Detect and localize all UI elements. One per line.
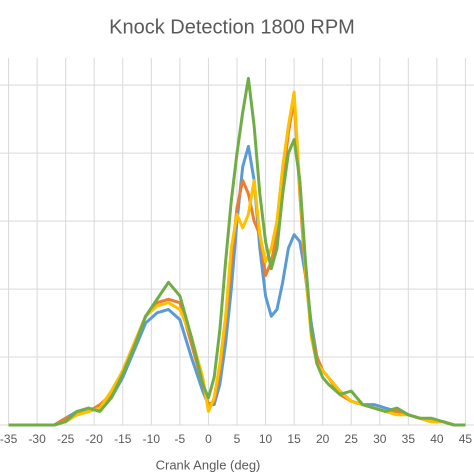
- x-tick-label: 30: [373, 432, 387, 446]
- x-axis-title: Crank Angle (deg): [156, 457, 261, 472]
- x-tick-label: 15: [287, 432, 301, 446]
- x-tick-label: 45: [459, 432, 473, 446]
- x-tick-label: 40: [430, 432, 444, 446]
- x-tick-label: -15: [114, 432, 132, 446]
- x-tick-label: -10: [143, 432, 161, 446]
- x-tick-label: 25: [345, 432, 359, 446]
- x-tick-label: 20: [316, 432, 330, 446]
- x-tick-label: -20: [86, 432, 104, 446]
- data-line: [8, 76, 466, 427]
- chart-title: Knock Detection 1800 RPM: [109, 16, 355, 38]
- x-tick-label: -30: [28, 432, 46, 446]
- x-tick-label: 0: [205, 432, 212, 446]
- x-tick-label: 35: [402, 432, 416, 446]
- x-tick-label: 5: [234, 432, 241, 446]
- x-tick-label: -35: [0, 432, 18, 446]
- x-tick-label: -25: [57, 432, 75, 446]
- x-tick-label: -5: [175, 432, 186, 446]
- x-tick-label: 10: [259, 432, 273, 446]
